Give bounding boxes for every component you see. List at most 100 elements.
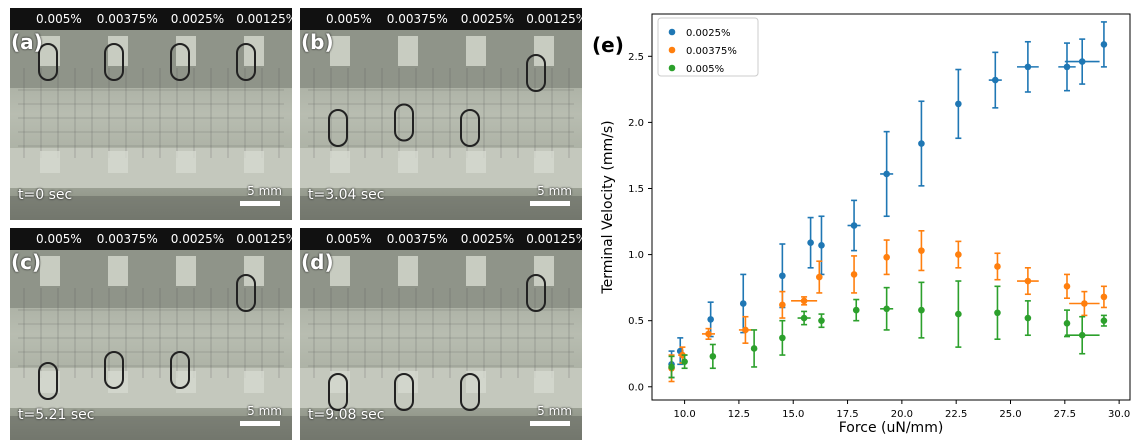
droplet bbox=[104, 351, 124, 389]
data-point bbox=[800, 297, 808, 305]
chart-panel-letter: (e) bbox=[592, 33, 624, 57]
concentration-label: 0.0025% bbox=[170, 12, 225, 26]
data-point bbox=[681, 358, 688, 365]
droplet bbox=[328, 109, 348, 147]
droplet bbox=[460, 373, 480, 411]
droplet bbox=[104, 43, 124, 81]
data-point bbox=[991, 76, 999, 84]
scale-bar bbox=[530, 421, 570, 426]
droplet bbox=[38, 362, 58, 400]
droplet bbox=[170, 351, 190, 389]
data-point bbox=[1063, 283, 1071, 290]
x-axis-label: Force (uN/mm) bbox=[839, 420, 944, 436]
data-point bbox=[994, 263, 1001, 270]
data-point bbox=[918, 247, 925, 254]
concentration-label: 0.0025% bbox=[460, 232, 515, 246]
data-point bbox=[739, 300, 747, 307]
data-point bbox=[1063, 320, 1071, 327]
legend-marker bbox=[668, 64, 676, 72]
droplet bbox=[526, 274, 546, 312]
scale-bar-label: 5 mm bbox=[247, 184, 282, 198]
droplet bbox=[38, 43, 58, 81]
data-point bbox=[883, 170, 890, 178]
data-point bbox=[955, 310, 962, 318]
data-point bbox=[705, 330, 712, 338]
microfluidic-channel-image bbox=[300, 30, 582, 220]
droplet bbox=[394, 103, 414, 142]
data-point bbox=[807, 239, 814, 246]
y-axis-label: Terminal Velocity (mm/s) bbox=[600, 120, 616, 294]
concentration-label: 0.00125% bbox=[236, 12, 292, 26]
concentration-label: 0.00375% bbox=[386, 232, 448, 246]
concentration-label: 0.00125% bbox=[526, 232, 582, 246]
concentration-label: 0.005% bbox=[326, 232, 372, 246]
scale-bar bbox=[240, 201, 280, 206]
data-point bbox=[1078, 331, 1086, 339]
microfluidic-channel-image bbox=[10, 250, 292, 440]
legend: 0.0025% 0.00375% 0.005% bbox=[657, 17, 759, 77]
data-point bbox=[818, 317, 825, 324]
data-point bbox=[668, 363, 675, 371]
data-point bbox=[709, 353, 717, 360]
image-panel-a: 0.005% 0.00375% 0.0025% 0.00125% (a) t=0… bbox=[10, 8, 292, 220]
data-point bbox=[1100, 317, 1108, 324]
concentration-label: 0.00375% bbox=[96, 232, 158, 246]
droplet bbox=[170, 43, 190, 81]
droplet bbox=[526, 54, 546, 92]
data-point bbox=[750, 345, 758, 352]
microfluidic-channel-image bbox=[300, 250, 582, 440]
plot-frame bbox=[651, 13, 1131, 401]
data-point bbox=[918, 140, 925, 147]
data-point bbox=[1081, 300, 1088, 307]
y-tick-label: 1.0 bbox=[628, 250, 644, 261]
x-tick-label: 27.5 bbox=[1054, 409, 1076, 420]
droplet bbox=[236, 274, 256, 312]
legend-box bbox=[657, 17, 759, 77]
scale-bar bbox=[530, 201, 570, 206]
time-label: t=3.04 sec bbox=[308, 187, 385, 203]
scale-bar-label: 5 mm bbox=[537, 404, 572, 418]
scale-bar-label: 5 mm bbox=[247, 404, 282, 418]
data-point bbox=[883, 305, 890, 313]
data-point bbox=[1078, 58, 1086, 65]
x-tick-label: 10.0 bbox=[673, 409, 695, 420]
concentration-label: 0.0025% bbox=[460, 12, 515, 26]
x-tick-label: 15.0 bbox=[782, 409, 804, 420]
panel-letter: (c) bbox=[11, 250, 42, 274]
y-tick-label: 0.0 bbox=[628, 382, 644, 393]
droplet bbox=[460, 109, 480, 147]
x-tick-label: 17.5 bbox=[836, 409, 858, 420]
panel-letter: (b) bbox=[301, 30, 334, 54]
time-label: t=9.08 sec bbox=[308, 407, 385, 423]
data-point bbox=[1100, 41, 1108, 48]
legend-label: 0.00375% bbox=[686, 46, 737, 57]
x-tick-label: 20.0 bbox=[891, 409, 913, 420]
image-panel-b: 0.005% 0.00375% 0.0025% 0.00125% (b) t=3… bbox=[300, 8, 582, 220]
image-panel-c: 0.005% 0.00375% 0.0025% 0.00125% (c) t=5… bbox=[10, 228, 292, 440]
x-tick-label: 12.5 bbox=[728, 409, 750, 420]
data-point bbox=[883, 253, 890, 261]
legend-label: 0.0025% bbox=[686, 28, 731, 39]
data-point bbox=[816, 273, 823, 281]
scale-bar bbox=[240, 421, 280, 426]
concentration-header: 0.005% 0.00375% 0.0025% 0.00125% bbox=[300, 8, 582, 30]
data-point bbox=[955, 251, 962, 258]
scale-bar-label: 5 mm bbox=[537, 184, 572, 198]
data-point bbox=[779, 272, 786, 280]
legend-marker bbox=[668, 28, 676, 36]
data-point bbox=[779, 301, 786, 309]
y-tick-label: 1.5 bbox=[628, 184, 644, 195]
data-point bbox=[707, 316, 714, 323]
concentration-label: 0.005% bbox=[36, 232, 82, 246]
data-point bbox=[742, 326, 749, 334]
legend-label: 0.005% bbox=[686, 64, 724, 75]
data-point bbox=[955, 100, 962, 108]
data-point bbox=[918, 306, 925, 314]
concentration-header: 0.005% 0.00375% 0.0025% 0.00125% bbox=[10, 228, 292, 250]
data-point bbox=[1024, 63, 1032, 71]
droplet bbox=[394, 373, 414, 411]
concentration-label: 0.005% bbox=[36, 12, 82, 26]
concentration-header: 0.005% 0.00375% 0.0025% 0.00125% bbox=[10, 8, 292, 30]
data-point bbox=[852, 306, 860, 314]
series-0.005% bbox=[668, 280, 1108, 379]
